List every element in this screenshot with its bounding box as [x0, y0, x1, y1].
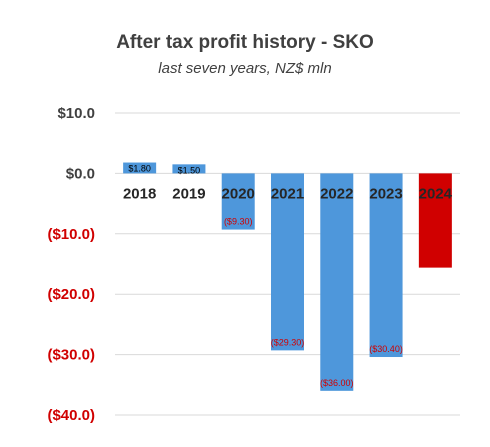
x-tick-label: 2019	[172, 185, 205, 202]
x-tick-label: 2018	[123, 185, 156, 202]
bar-2023	[369, 173, 403, 358]
data-labels: $1.80 $1.50 ($9.30) ($29.30) ($36.00) ($30.40…	[128, 164, 452, 388]
y-tick-label: ($40.0)	[47, 407, 95, 424]
x-tick-label: 2022	[320, 185, 353, 202]
x-axis: 2018 2019 2020 2021 2022 2023 2024	[123, 185, 453, 202]
data-label: $1.80	[128, 164, 151, 174]
bar-2020	[221, 173, 255, 230]
bar-2019	[172, 164, 206, 174]
x-tick-label: 2023	[369, 185, 402, 202]
y-tick-label: ($30.0)	[47, 347, 95, 364]
data-label: ($30.40)	[369, 344, 403, 354]
data-label: ($36.00)	[320, 378, 354, 388]
data-label: ($29.30)	[271, 337, 305, 347]
bar-2018	[123, 162, 157, 174]
bar-2024	[418, 173, 452, 268]
x-tick-label: 2020	[222, 185, 255, 202]
bar-2022	[320, 173, 354, 391]
chart-subtitle: last seven years, NZ$ mln	[158, 60, 332, 77]
x-tick-label: 2024	[419, 185, 453, 202]
y-tick-label: $0.0	[66, 165, 95, 182]
bar-2021	[271, 173, 304, 351]
data-label: ($9.30)	[224, 217, 253, 227]
data-label: ($15.60)	[419, 255, 453, 265]
chart-title: After tax profit history - SKO	[116, 32, 374, 53]
y-tick-label: ($10.0)	[47, 226, 95, 243]
data-label: $1.50	[178, 165, 201, 175]
y-tick-label: ($20.0)	[47, 286, 95, 303]
y-tick-label: $10.0	[57, 105, 95, 122]
x-tick-label: 2021	[271, 185, 304, 202]
y-axis: $10.0 $0.0 ($10.0) ($20.0) ($30.0) ($40.0)	[47, 105, 95, 424]
bars	[123, 162, 452, 391]
